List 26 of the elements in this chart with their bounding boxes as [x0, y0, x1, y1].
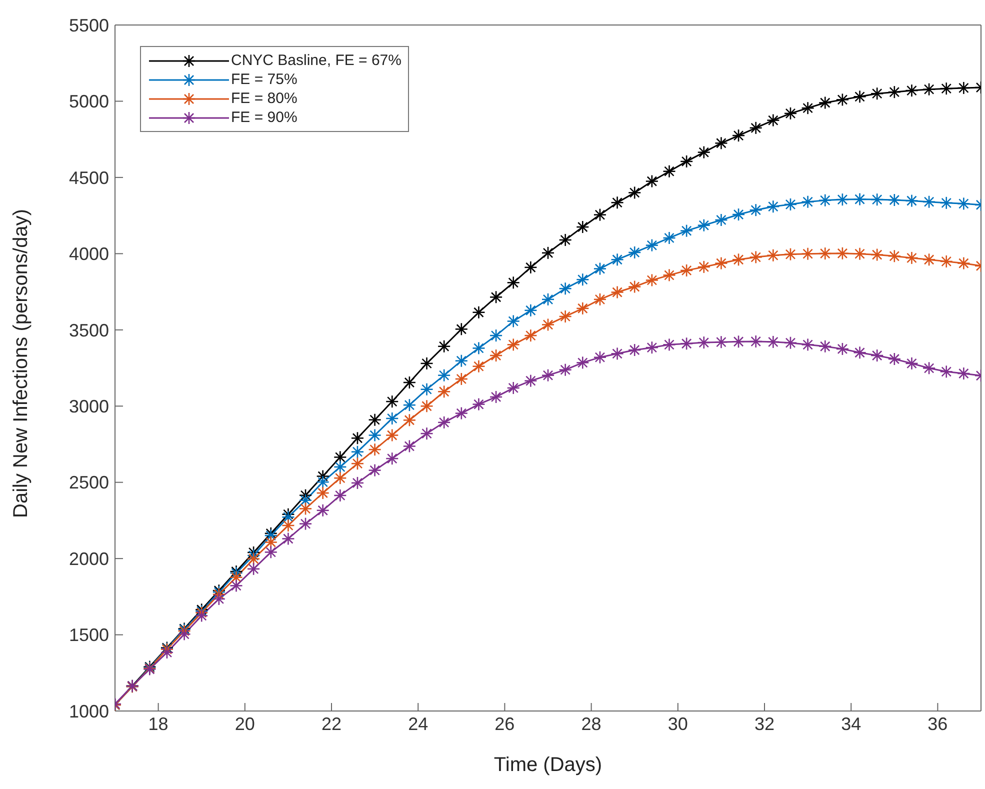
- x-tick-label: 24: [408, 714, 428, 734]
- y-tick-label: 1500: [68, 625, 109, 646]
- y-tick-label: 2000: [68, 548, 109, 569]
- y-tick-label: 5000: [68, 92, 109, 112]
- y-tick-label: 5500: [68, 15, 109, 36]
- y-tick-label: 4000: [68, 244, 109, 264]
- y-tick-label: 1000: [68, 701, 109, 722]
- x-tick-label: 30: [668, 714, 688, 734]
- y-tick-label: 3500: [68, 320, 109, 340]
- legend-label: FE = 75%: [231, 71, 298, 88]
- legend-label: FE = 90%: [231, 109, 298, 126]
- y-axis-title: Daily New Infections (persons/day): [10, 208, 32, 518]
- x-tick-label: 32: [754, 714, 775, 734]
- y-tick-label: 2500: [68, 472, 109, 493]
- x-tick-label: 18: [148, 714, 168, 734]
- y-tick-label: 3000: [68, 396, 109, 416]
- x-tick-label: 36: [928, 714, 948, 734]
- x-tick-label: 28: [581, 714, 602, 734]
- x-tick-label: 26: [494, 714, 515, 734]
- legend-label: CNYC Basline, FE = 67%: [231, 52, 402, 69]
- x-axis-title: Time (Days): [494, 754, 602, 776]
- x-tick-label: 22: [321, 714, 342, 734]
- x-tick-label: 34: [841, 714, 862, 734]
- legend-label: FE = 80%: [231, 90, 298, 107]
- x-tick-label: 20: [234, 714, 255, 734]
- y-tick-label: 4500: [68, 168, 109, 188]
